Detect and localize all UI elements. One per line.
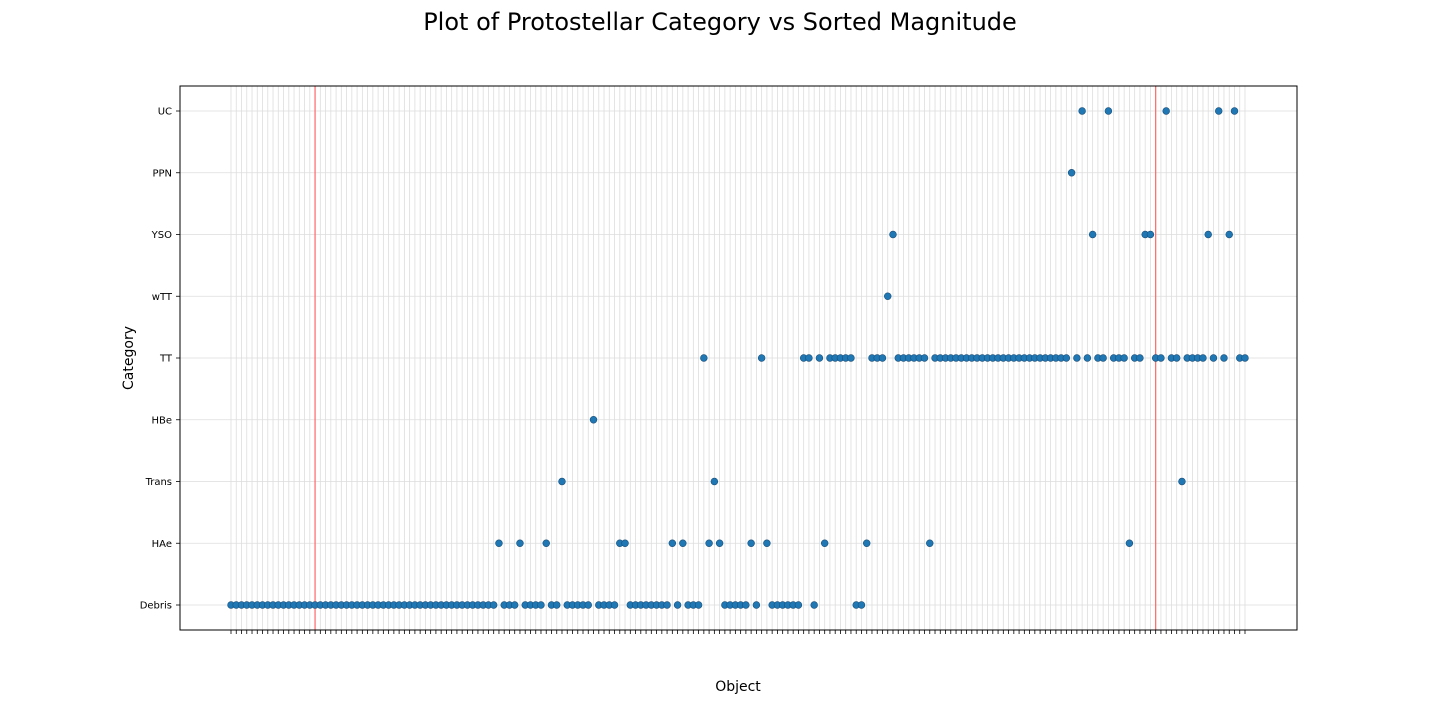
data-point bbox=[884, 292, 892, 300]
y-tick-labels: Debris HAe Trans HBe TT wTT YSO PPN UC bbox=[140, 107, 180, 612]
data-point bbox=[1209, 354, 1218, 362]
data-point bbox=[610, 601, 619, 609]
data-point bbox=[1178, 477, 1186, 486]
data-point bbox=[1146, 230, 1155, 239]
data-point bbox=[920, 354, 929, 362]
data-point bbox=[742, 601, 750, 609]
data-point bbox=[715, 539, 724, 547]
data-point bbox=[763, 539, 771, 547]
data-point bbox=[489, 601, 498, 609]
data-point bbox=[1120, 354, 1128, 362]
data-point bbox=[511, 601, 519, 609]
data-point bbox=[1157, 354, 1165, 362]
data-point bbox=[889, 230, 897, 239]
data-point bbox=[878, 354, 887, 362]
data-point bbox=[1230, 107, 1239, 115]
data-point bbox=[1062, 354, 1071, 362]
data-point bbox=[558, 477, 566, 486]
data-point bbox=[516, 539, 524, 547]
data-point bbox=[668, 539, 677, 547]
y-tick-label: HBe bbox=[151, 415, 172, 426]
data-point bbox=[1172, 354, 1181, 362]
data-point bbox=[863, 539, 871, 547]
data-point bbox=[1225, 230, 1233, 239]
data-point bbox=[752, 601, 761, 609]
y-tick-label: PPN bbox=[152, 168, 172, 179]
data-point bbox=[621, 539, 629, 547]
data-point bbox=[584, 601, 592, 609]
data-point bbox=[815, 354, 824, 362]
y-tick-label: HAe bbox=[152, 539, 172, 550]
data-point bbox=[857, 601, 866, 609]
data-point bbox=[1073, 354, 1081, 362]
data-point bbox=[926, 539, 934, 547]
data-point bbox=[495, 539, 503, 547]
data-point bbox=[847, 354, 855, 362]
data-point bbox=[542, 539, 550, 547]
x-tick-marks bbox=[230, 630, 1246, 634]
data-point bbox=[1220, 354, 1228, 362]
data-point bbox=[1078, 107, 1086, 115]
data-point bbox=[1088, 230, 1097, 239]
data-point bbox=[1136, 354, 1144, 362]
data-point bbox=[705, 539, 713, 547]
data-point bbox=[1241, 354, 1249, 362]
y-tick-label: Trans bbox=[145, 477, 172, 488]
data-point bbox=[553, 601, 561, 609]
data-point bbox=[1104, 107, 1113, 115]
data-point bbox=[1099, 354, 1107, 362]
data-points bbox=[227, 107, 1249, 609]
data-point bbox=[820, 539, 829, 547]
y-tick-label: YSO bbox=[151, 230, 172, 241]
data-point bbox=[673, 601, 682, 609]
data-point bbox=[1162, 107, 1170, 115]
data-point bbox=[663, 601, 671, 609]
x-axis-title: Object bbox=[715, 679, 761, 695]
y-tick-label: UC bbox=[158, 107, 172, 118]
data-point bbox=[700, 354, 708, 362]
data-point bbox=[747, 539, 755, 547]
data-point bbox=[757, 354, 766, 362]
y-tick-label: TT bbox=[159, 354, 173, 365]
data-point bbox=[1204, 230, 1212, 239]
data-point bbox=[679, 539, 687, 547]
data-point bbox=[1067, 169, 1076, 177]
data-point bbox=[589, 416, 598, 424]
plot-frame bbox=[179, 85, 1298, 631]
data-point bbox=[794, 601, 803, 609]
data-point bbox=[810, 601, 818, 609]
y-axis-title: Category bbox=[121, 326, 137, 390]
data-point bbox=[1215, 107, 1223, 115]
data-point bbox=[710, 477, 719, 486]
data-point bbox=[537, 601, 545, 609]
data-point bbox=[805, 354, 813, 362]
data-point bbox=[1199, 354, 1207, 362]
y-tick-label: Debris bbox=[140, 601, 172, 612]
data-point bbox=[1083, 354, 1092, 362]
y-tick-label: wTT bbox=[152, 292, 173, 303]
data-point bbox=[1125, 539, 1134, 547]
chart-title: Plot of Protostellar Category vs Sorted … bbox=[423, 8, 1017, 36]
data-point bbox=[694, 601, 703, 609]
